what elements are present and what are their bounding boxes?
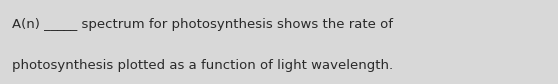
Text: A(n) _____ spectrum for photosynthesis shows the rate of: A(n) _____ spectrum for photosynthesis s… (12, 18, 393, 32)
Text: photosynthesis plotted as a function of light wavelength.: photosynthesis plotted as a function of … (12, 59, 393, 72)
